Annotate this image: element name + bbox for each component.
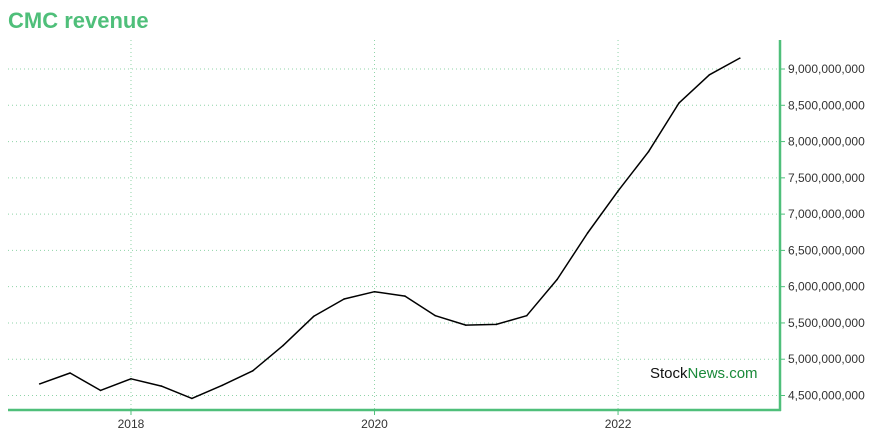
data-point bbox=[525, 314, 528, 317]
data-point bbox=[69, 372, 71, 374]
data-point bbox=[434, 314, 437, 317]
y-tick-label: 5,500,000,000 bbox=[788, 316, 865, 330]
data-point bbox=[708, 74, 711, 76]
data-point bbox=[739, 57, 741, 59]
x-tick-label: 2018 bbox=[118, 417, 145, 431]
axes bbox=[8, 40, 785, 415]
data-point bbox=[99, 389, 102, 392]
data-point bbox=[678, 102, 680, 104]
data-point bbox=[312, 315, 315, 318]
x-tick-label: 2022 bbox=[605, 417, 632, 431]
chart-title: CMC revenue bbox=[8, 8, 149, 33]
y-tick-label: 7,500,000,000 bbox=[788, 171, 865, 185]
watermark-stock: Stock bbox=[650, 365, 688, 382]
data-point bbox=[191, 397, 193, 400]
watermark-news: News bbox=[687, 365, 726, 382]
data-point bbox=[404, 295, 406, 297]
data-point bbox=[282, 344, 284, 347]
data-point bbox=[160, 385, 163, 387]
y-tick-label: 6,000,000,000 bbox=[788, 280, 865, 294]
y-tick-label: 4,500,000,000 bbox=[788, 388, 865, 402]
series bbox=[38, 57, 741, 400]
y-tick-label: 9,000,000,000 bbox=[788, 62, 865, 76]
data-point bbox=[495, 323, 498, 326]
y-tick-label: 6,500,000,000 bbox=[788, 243, 865, 257]
y-tick-label: 5,000,000,000 bbox=[788, 352, 865, 366]
y-tick-label: 8,500,000,000 bbox=[788, 98, 865, 112]
data-point bbox=[586, 232, 589, 234]
data-point bbox=[130, 378, 132, 380]
data-point bbox=[556, 278, 558, 281]
revenue-line bbox=[39, 57, 741, 400]
stocknews-watermark: StockNews.com bbox=[650, 365, 758, 382]
data-point bbox=[647, 150, 650, 153]
grid bbox=[8, 40, 780, 410]
y-tick-label: 8,000,000,000 bbox=[788, 135, 865, 149]
data-point bbox=[251, 370, 254, 372]
data-point bbox=[38, 383, 41, 385]
watermark-com: .com bbox=[725, 365, 758, 382]
data-point bbox=[343, 298, 345, 300]
y-tick-label: 7,000,000,000 bbox=[788, 207, 865, 221]
data-point bbox=[221, 384, 224, 387]
data-point bbox=[373, 290, 376, 293]
data-point bbox=[465, 324, 467, 326]
tick-labels: 4,500,000,000 5,000,000,000 5,500,000,000 6… bbox=[118, 62, 865, 431]
x-tick-label: 2020 bbox=[361, 417, 388, 431]
data-point bbox=[617, 190, 619, 192]
